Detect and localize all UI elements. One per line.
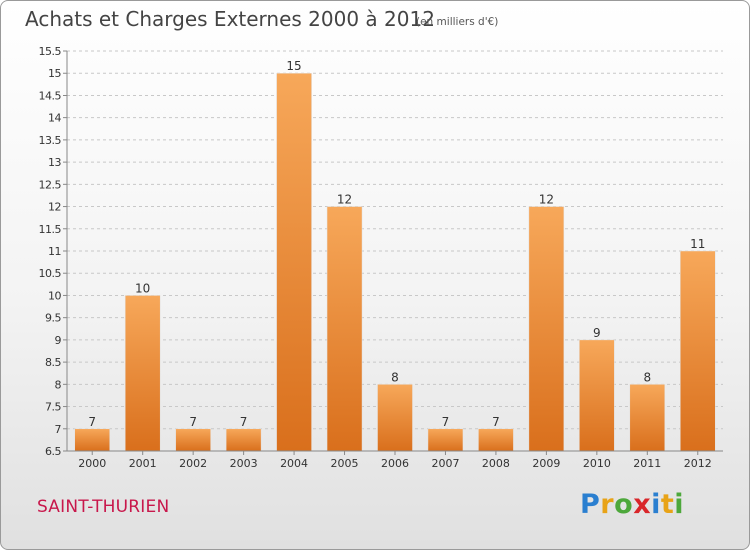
logo-letter: P: [580, 489, 601, 520]
proxiti-logo[interactable]: Proxiti: [580, 489, 684, 520]
bar-2008: [478, 428, 514, 452]
chart-unit-note: (en milliers d'€): [416, 16, 499, 28]
bar-2002: [175, 428, 211, 452]
y-tick-label: 8.5: [45, 356, 61, 369]
logo-letter: r: [600, 489, 615, 520]
logo-letter: i: [651, 489, 661, 520]
y-tick-label: 11.5: [39, 223, 62, 236]
data-label: 7: [492, 415, 500, 429]
logo-letter: o: [614, 489, 634, 520]
y-tick-label: 14.5: [39, 89, 62, 102]
y-tick-label: 13.5: [39, 134, 62, 147]
y-tick-label: 7: [55, 423, 62, 436]
data-label: 8: [391, 370, 399, 384]
data-label: 8: [643, 370, 651, 384]
y-tick-label: 7.5: [45, 401, 61, 414]
x-tick-label: 2006: [381, 457, 409, 470]
x-tick-label: 2011: [633, 457, 661, 470]
y-tick-label: 9: [55, 334, 62, 347]
x-tick-label: 2002: [179, 457, 207, 470]
bar-2005: [326, 206, 363, 452]
bar-2004: [276, 72, 312, 452]
y-tick-label: 13: [48, 156, 61, 169]
bar-2009: [528, 206, 565, 452]
y-tick-label: 8: [55, 378, 62, 391]
y-tick-label: 14: [48, 112, 61, 125]
logo-letter: i: [674, 489, 685, 520]
data-label: 12: [539, 193, 554, 207]
x-tick-label: 2000: [78, 457, 106, 470]
y-tick-label: 15.5: [39, 45, 62, 58]
y-tick-label: 12: [48, 201, 61, 214]
y-tick-label: 12.5: [39, 178, 62, 191]
data-label: 15: [286, 59, 301, 73]
commune-name: SAINT-THURIEN: [37, 497, 170, 517]
y-tick-label: 10.5: [39, 267, 62, 280]
logo-letter: x: [633, 489, 652, 520]
chart-title: Achats et Charges Externes 2000 à 2012: [25, 7, 435, 31]
bar-2000: [74, 428, 110, 452]
data-label: 9: [593, 326, 601, 340]
bar-2010: [579, 339, 615, 452]
x-tick-label: 2008: [482, 457, 510, 470]
data-label: 7: [88, 415, 96, 429]
data-label: 11: [690, 237, 705, 251]
y-tick-label: 6.5: [45, 445, 61, 458]
x-tick-label: 2005: [331, 457, 359, 470]
x-tick-label: 2010: [583, 457, 611, 470]
bar-2003: [225, 428, 262, 452]
logo-letter: t: [660, 489, 675, 520]
bar-2006: [377, 384, 413, 452]
y-tick-label: 9.5: [45, 312, 61, 325]
y-tick-label: 11: [48, 245, 61, 258]
bar-2001: [124, 295, 161, 452]
data-label: 12: [337, 193, 352, 207]
x-tick-label: 2009: [532, 457, 560, 470]
x-tick-label: 2007: [431, 457, 459, 470]
data-label: 7: [189, 415, 197, 429]
data-label: 7: [240, 415, 248, 429]
y-tick-label: 15: [48, 67, 61, 80]
bar-2007: [427, 428, 464, 452]
x-tick-label: 2001: [129, 457, 157, 470]
data-label: 10: [135, 281, 150, 295]
data-label: 7: [442, 415, 450, 429]
y-tick-label: 10: [48, 289, 61, 302]
x-tick-label: 2012: [684, 457, 712, 470]
x-tick-label: 2004: [280, 457, 308, 470]
x-tick-label: 2003: [230, 457, 258, 470]
bar-2012: [680, 250, 716, 452]
bar-2011: [629, 384, 666, 452]
